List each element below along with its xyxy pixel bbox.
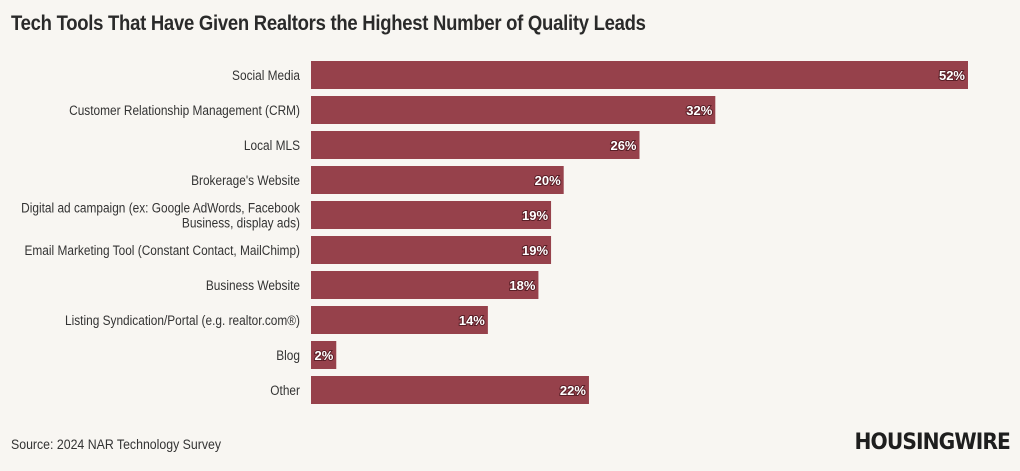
data-label: 2% xyxy=(314,348,333,363)
data-label: 26% xyxy=(610,138,636,153)
category-label: Digital ad campaign (ex: Google AdWords,… xyxy=(21,200,300,231)
bar xyxy=(311,236,552,264)
data-label: 19% xyxy=(522,243,548,258)
category-label: Customer Relationship Management (CRM) xyxy=(69,102,300,118)
data-label: 18% xyxy=(509,278,535,293)
bar xyxy=(311,96,716,124)
category-label: Blog xyxy=(276,347,300,363)
source-note: Source: 2024 NAR Technology Survey xyxy=(11,436,222,452)
bar xyxy=(311,306,488,334)
data-label: 52% xyxy=(939,68,965,83)
category-label: Listing Syndication/Portal (e.g. realtor… xyxy=(65,312,300,328)
chart-title: Tech Tools That Have Given Realtors the … xyxy=(11,12,646,35)
housingwire-logo: HOUSINGWIRE xyxy=(854,430,1011,455)
bar xyxy=(311,61,968,89)
data-label: 14% xyxy=(459,313,485,328)
bar xyxy=(311,131,640,159)
category-label: Social Media xyxy=(232,67,301,83)
bar xyxy=(311,341,337,369)
bar xyxy=(311,376,589,404)
data-label: 32% xyxy=(686,103,712,118)
bar xyxy=(311,166,564,194)
data-label: 20% xyxy=(535,173,561,188)
category-label: Other xyxy=(270,382,300,398)
data-label: 22% xyxy=(560,383,586,398)
bar xyxy=(311,201,552,229)
category-label: Email Marketing Tool (Constant Contact, … xyxy=(25,242,300,258)
category-label: Local MLS xyxy=(244,137,300,153)
data-label: 19% xyxy=(522,208,548,223)
bar xyxy=(311,271,539,299)
category-label: Business Website xyxy=(206,277,300,293)
category-label: Brokerage's Website xyxy=(191,172,300,188)
